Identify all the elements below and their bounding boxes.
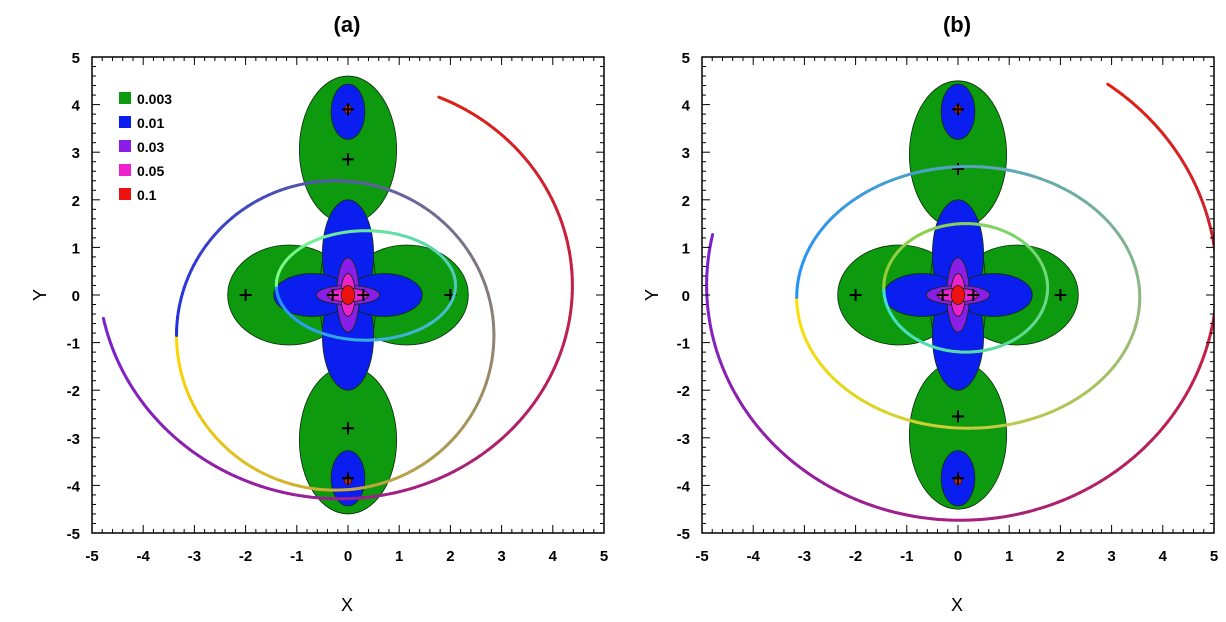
x-tick-label: 1 — [395, 548, 403, 565]
contour-core-peak — [950, 285, 966, 305]
orbit-curve-1 — [274, 229, 458, 342]
y-tick-label: -3 — [67, 431, 80, 448]
legend-swatch — [119, 116, 131, 128]
plus-marker — [967, 289, 980, 301]
x-tick-label: 3 — [497, 548, 505, 565]
spiral-curve — [705, 82, 1214, 522]
orbit-curve-2 — [795, 164, 1142, 430]
y-tick-label: 0 — [72, 288, 80, 305]
orbit-curve-1 — [882, 222, 1050, 354]
axis-ticks — [701, 56, 1215, 534]
y-tick-label: 2 — [682, 193, 690, 210]
x-tick-label: 2 — [446, 548, 454, 565]
legend-swatch — [119, 188, 131, 200]
orbit-curve-2 — [174, 179, 496, 492]
y-tick-label: 1 — [682, 240, 690, 257]
panel-a-legend: 0.003 0.01 0.03 0.05 0.1 — [119, 91, 172, 203]
plus-marker — [342, 153, 354, 166]
legend-label: 0.003 — [137, 91, 172, 107]
y-tick-label: -4 — [677, 478, 691, 495]
x-tick-label: -2 — [239, 548, 252, 565]
x-tick-label: -1 — [290, 548, 303, 565]
contour-region — [837, 80, 1079, 510]
plus-marker — [952, 472, 964, 485]
plus-marker — [342, 472, 354, 485]
y-tick-label: 3 — [682, 145, 690, 162]
y-tick-label: 0 — [682, 288, 690, 305]
plus-marker — [952, 410, 964, 423]
y-tick-label: 3 — [72, 145, 80, 162]
legend-swatch — [119, 92, 131, 104]
contour-region — [227, 75, 469, 515]
spiral-curve — [101, 95, 574, 501]
plus-marker — [357, 289, 370, 301]
panel-b-x-axis-label: X — [951, 595, 963, 615]
plus-marker — [239, 289, 252, 301]
y-tick-label: 1 — [72, 240, 80, 257]
x-tick-label: -3 — [188, 548, 201, 565]
y-tick-label: 5 — [682, 50, 690, 67]
panel-a-x-axis-label: X — [341, 595, 353, 615]
x-tick-label: -2 — [849, 548, 862, 565]
y-tick-label: 4 — [682, 98, 691, 115]
x-tick-label: -1 — [900, 548, 913, 565]
legend-label: 0.01 — [137, 115, 164, 131]
y-tick-label: -5 — [677, 526, 690, 543]
y-tick-label: -2 — [67, 383, 80, 400]
legend-label: 0.05 — [137, 163, 164, 179]
panel-b-y-axis-label: Y — [642, 289, 662, 301]
x-tick-label: -3 — [798, 548, 811, 565]
y-tick-label: -5 — [67, 526, 80, 543]
y-tick-label: -2 — [677, 383, 690, 400]
y-tick-label: 2 — [72, 193, 80, 210]
y-tick-label: -1 — [677, 336, 690, 353]
x-tick-label: 4 — [1159, 548, 1168, 565]
plus-marker — [342, 103, 354, 116]
plus-marker — [936, 289, 949, 301]
plus-marker — [952, 103, 964, 116]
contour-core-peak — [340, 285, 356, 305]
y-tick-label: -4 — [67, 478, 81, 495]
x-tick-label: 5 — [1210, 548, 1218, 565]
legend-swatch — [119, 140, 131, 152]
x-tick-label: -4 — [137, 548, 151, 565]
y-tick-label: 5 — [72, 50, 80, 67]
x-tick-label: 1 — [1005, 548, 1013, 565]
x-tick-label: 0 — [954, 548, 962, 565]
legend-swatch — [119, 164, 131, 176]
panel-b-plot-area: -5 -4 -3 -2 -1 0 1 2 3 4 5 -5 -4 -3 -2 -1 0 1 2 3 4 5 — [677, 50, 1219, 565]
panel-b: (b) X Y -5 -4 -3 -2 -1 0 1 2 3 4 5 -5 -4 -3 -2 -1 0 1 2 3 4 5 — [642, 12, 1218, 615]
legend-label: 0.03 — [137, 139, 164, 155]
panel-a-y-axis-label: Y — [30, 289, 50, 301]
plus-marker — [326, 289, 339, 301]
legend-label: 0.1 — [137, 187, 157, 203]
plus-marker — [1054, 289, 1067, 301]
x-tick-label: 2 — [1056, 548, 1064, 565]
panel-b-title: (b) — [943, 12, 971, 37]
axis-ticks — [91, 56, 605, 534]
y-tick-label: 4 — [72, 98, 81, 115]
panel-a-plot-area: -5 -4 -3 -2 -1 0 1 2 3 4 5 -5 -4 -3 -2 -1 0 1 2 3 4 5 — [67, 50, 609, 565]
x-tick-label: 5 — [600, 548, 608, 565]
x-tick-label: -4 — [747, 548, 761, 565]
x-tick-label: 3 — [1107, 548, 1115, 565]
plus-marker — [342, 422, 354, 435]
x-tick-label: 0 — [344, 548, 352, 565]
panel-a-title: (a) — [334, 12, 361, 37]
x-tick-label: -5 — [695, 548, 708, 565]
x-tick-label: 4 — [549, 548, 558, 565]
plus-marker — [849, 289, 862, 301]
x-tick-label: -5 — [85, 548, 98, 565]
plus-marker — [952, 162, 964, 175]
y-tick-label: -3 — [677, 431, 690, 448]
y-tick-label: -1 — [67, 336, 80, 353]
panel-a: (a) X Y -5 -4 -3 -2 -1 0 1 2 3 4 5 -5 -4 -3 -2 -1 0 1 2 3 4 5… — [30, 12, 608, 615]
